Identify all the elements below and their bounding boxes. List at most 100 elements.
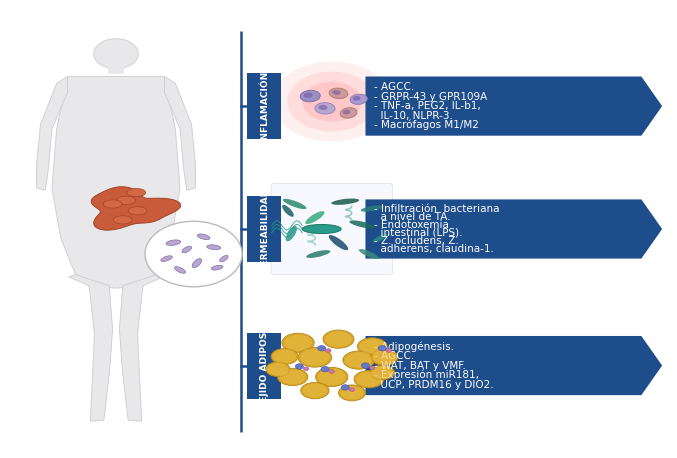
Ellipse shape — [161, 256, 173, 262]
Ellipse shape — [128, 207, 147, 215]
Ellipse shape — [283, 199, 307, 209]
Ellipse shape — [300, 90, 320, 102]
Ellipse shape — [286, 226, 297, 241]
Text: INFLAMACIÓN: INFLAMACIÓN — [260, 71, 269, 142]
Circle shape — [370, 366, 375, 370]
Ellipse shape — [318, 105, 328, 110]
Circle shape — [387, 349, 392, 352]
Ellipse shape — [267, 363, 288, 376]
Ellipse shape — [280, 370, 305, 384]
Ellipse shape — [219, 256, 228, 262]
Text: - AGCC.: - AGCC. — [374, 82, 414, 92]
Text: a nivel de TA.: a nivel de TA. — [374, 212, 451, 222]
Ellipse shape — [338, 385, 366, 401]
Ellipse shape — [113, 216, 132, 224]
Ellipse shape — [103, 200, 122, 208]
FancyBboxPatch shape — [108, 56, 124, 74]
Ellipse shape — [298, 348, 332, 367]
FancyBboxPatch shape — [248, 333, 281, 398]
Circle shape — [272, 61, 391, 142]
Text: adherens, claudina-1.: adherens, claudina-1. — [374, 244, 494, 254]
Ellipse shape — [372, 366, 393, 379]
Polygon shape — [91, 187, 181, 230]
Text: IL-10, NLPR-3.: IL-10, NLPR-3. — [374, 110, 453, 120]
Ellipse shape — [315, 367, 348, 387]
Ellipse shape — [278, 368, 308, 386]
Ellipse shape — [341, 386, 364, 400]
Ellipse shape — [211, 265, 223, 270]
Ellipse shape — [326, 332, 351, 347]
Ellipse shape — [166, 240, 181, 245]
Ellipse shape — [373, 234, 388, 243]
Polygon shape — [69, 274, 112, 421]
Ellipse shape — [361, 205, 384, 212]
Ellipse shape — [192, 259, 202, 267]
Ellipse shape — [373, 351, 396, 364]
Text: - Adipogénesis.: - Adipogénesis. — [374, 341, 454, 352]
Ellipse shape — [305, 211, 324, 224]
Text: - Macrófagos M1/M2: - Macrófagos M1/M2 — [374, 120, 479, 130]
Text: - WAT, BAT y VMF.: - WAT, BAT y VMF. — [374, 360, 466, 371]
Ellipse shape — [349, 220, 375, 229]
Ellipse shape — [345, 352, 372, 368]
Ellipse shape — [302, 224, 341, 234]
Text: PERMEABILIDAD: PERMEABILIDAD — [260, 187, 269, 271]
Circle shape — [295, 364, 303, 369]
Ellipse shape — [271, 349, 298, 365]
Ellipse shape — [301, 382, 329, 399]
Ellipse shape — [301, 349, 329, 365]
Text: intestinal (LPS).: intestinal (LPS). — [374, 228, 463, 238]
Ellipse shape — [329, 235, 348, 250]
Text: - Expresión miR181,: - Expresión miR181, — [374, 370, 479, 380]
Circle shape — [93, 39, 138, 69]
Ellipse shape — [331, 198, 359, 205]
Ellipse shape — [127, 189, 146, 196]
Ellipse shape — [303, 93, 313, 98]
Text: - Infiltración  bacteriana: - Infiltración bacteriana — [374, 204, 500, 214]
Text: - GRPR-43 y GPR109A: - GRPR-43 y GPR109A — [374, 92, 487, 102]
FancyBboxPatch shape — [271, 184, 393, 274]
Ellipse shape — [340, 108, 357, 118]
Polygon shape — [165, 76, 196, 191]
Ellipse shape — [282, 205, 294, 217]
Polygon shape — [52, 76, 180, 288]
Ellipse shape — [371, 349, 398, 365]
Text: UCP, PRDM16 y DIO2.: UCP, PRDM16 y DIO2. — [374, 380, 494, 389]
Ellipse shape — [343, 109, 351, 114]
Ellipse shape — [175, 267, 185, 273]
Polygon shape — [366, 199, 662, 259]
Circle shape — [303, 367, 309, 371]
Ellipse shape — [353, 96, 361, 101]
Circle shape — [318, 345, 326, 351]
Circle shape — [302, 82, 362, 121]
Ellipse shape — [356, 372, 381, 387]
Circle shape — [321, 366, 329, 372]
Ellipse shape — [306, 250, 330, 258]
Ellipse shape — [265, 362, 290, 376]
Ellipse shape — [357, 338, 387, 355]
Ellipse shape — [282, 333, 314, 352]
Ellipse shape — [182, 246, 192, 253]
Circle shape — [326, 349, 331, 352]
Text: - Endotoxemia: - Endotoxemia — [374, 220, 449, 230]
Circle shape — [349, 388, 355, 392]
Ellipse shape — [206, 245, 221, 250]
Ellipse shape — [303, 384, 327, 398]
FancyBboxPatch shape — [248, 196, 281, 262]
Ellipse shape — [343, 351, 374, 369]
Polygon shape — [366, 76, 662, 136]
Text: - AGCC.: - AGCC. — [374, 351, 414, 361]
FancyBboxPatch shape — [248, 73, 281, 139]
Ellipse shape — [315, 103, 335, 114]
Ellipse shape — [359, 249, 378, 259]
Text: - TNF-a, PEG2, IL-b1,: - TNF-a, PEG2, IL-b1, — [374, 101, 481, 111]
Text: TEJIDO ADIPOSO: TEJIDO ADIPOSO — [260, 323, 269, 408]
Ellipse shape — [198, 234, 210, 240]
Polygon shape — [37, 76, 68, 191]
Ellipse shape — [350, 94, 368, 104]
Ellipse shape — [323, 330, 354, 348]
Ellipse shape — [318, 369, 345, 385]
Circle shape — [287, 71, 376, 131]
Ellipse shape — [354, 371, 384, 388]
Ellipse shape — [116, 196, 135, 204]
